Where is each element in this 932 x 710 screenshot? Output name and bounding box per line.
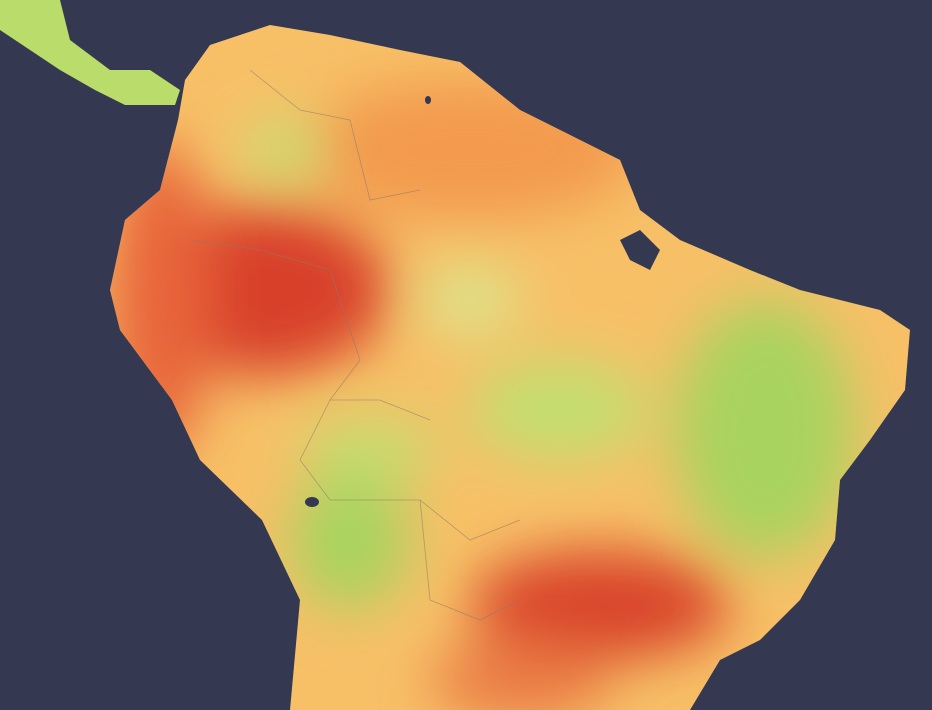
green-area: [420, 265, 520, 335]
green-area: [290, 470, 410, 610]
border: [249, 69, 421, 201]
border: [419, 499, 521, 621]
central-america: [0, 0, 180, 105]
green-area: [300, 420, 440, 480]
green-area: [675, 300, 855, 560]
heat-area: [430, 640, 610, 710]
lake: [305, 497, 319, 507]
lake: [425, 96, 431, 104]
river-mouth: [620, 230, 660, 270]
green-area: [470, 360, 650, 460]
green-area: [245, 120, 325, 180]
border: [299, 399, 521, 541]
border: [189, 239, 431, 421]
heat-area: [470, 550, 730, 660]
